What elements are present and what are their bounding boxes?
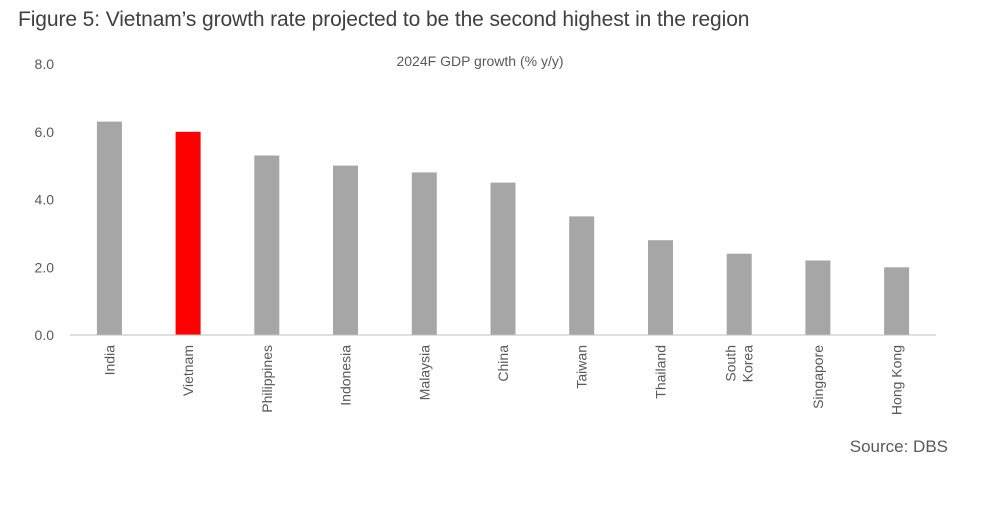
source-note: Source: DBS [849, 437, 948, 456]
x-axis: India Vietnam Philippines Indonesia Malaysia… [101, 345, 904, 415]
x-tick-label: Philippines [259, 345, 275, 413]
x-tick-label: Singapore [810, 345, 826, 409]
x-tick-label: SouthKorea [723, 345, 756, 383]
figure-title: Figure 5: Vietnam’s growth rate projecte… [18, 8, 750, 31]
y-axis: 0.0 2.0 4.0 6.0 8.0 [35, 56, 55, 343]
x-tick-label: Taiwan [574, 345, 590, 389]
bar-malaysia [411, 172, 437, 335]
x-tick-label: Thailand [652, 345, 668, 399]
x-tick-label-line: Singapore [810, 345, 826, 409]
x-tick-label: Vietnam [180, 345, 196, 396]
x-tick-label-line: India [101, 345, 117, 376]
chart-title: 2024F GDP growth (% y/y) [396, 53, 563, 69]
y-tick-label: 6.0 [35, 124, 55, 140]
y-tick-label: 0.0 [35, 327, 55, 343]
x-tick-label: Malaysia [416, 345, 432, 400]
x-tick-label: India [101, 345, 117, 376]
bars-group [96, 121, 910, 336]
bar-singapore [805, 260, 831, 335]
x-tick-label-line: Taiwan [574, 345, 590, 389]
bar-taiwan [569, 216, 595, 335]
bar-china [490, 182, 516, 335]
bar-thailand [648, 240, 673, 335]
y-tick-label: 2.0 [35, 259, 55, 275]
bar-india [96, 121, 122, 335]
x-tick-label-line: Vietnam [180, 345, 196, 396]
bar-hong-kong [884, 267, 910, 336]
y-tick-label: 4.0 [35, 192, 55, 208]
x-tick-label: Indonesia [338, 345, 354, 406]
bar-indonesia [333, 165, 358, 335]
x-tick-label-line: Thailand [652, 345, 668, 399]
x-tick-label-line: Philippines [259, 345, 275, 413]
x-tick-label-line: Indonesia [338, 345, 354, 406]
x-tick-label-line: Malaysia [416, 345, 432, 400]
x-tick-label: Hong Kong [889, 345, 905, 415]
x-tick-label: China [495, 345, 511, 382]
x-tick-label-line: China [495, 345, 511, 382]
bar-philippines [254, 155, 280, 335]
bar-south-korea [726, 253, 752, 335]
x-tick-label-line: Hong Kong [889, 345, 905, 415]
bar-vietnam [175, 131, 201, 336]
x-tick-label-line: South [723, 345, 739, 382]
x-tick-label-line: Korea [740, 345, 756, 383]
y-tick-label: 8.0 [35, 56, 55, 72]
